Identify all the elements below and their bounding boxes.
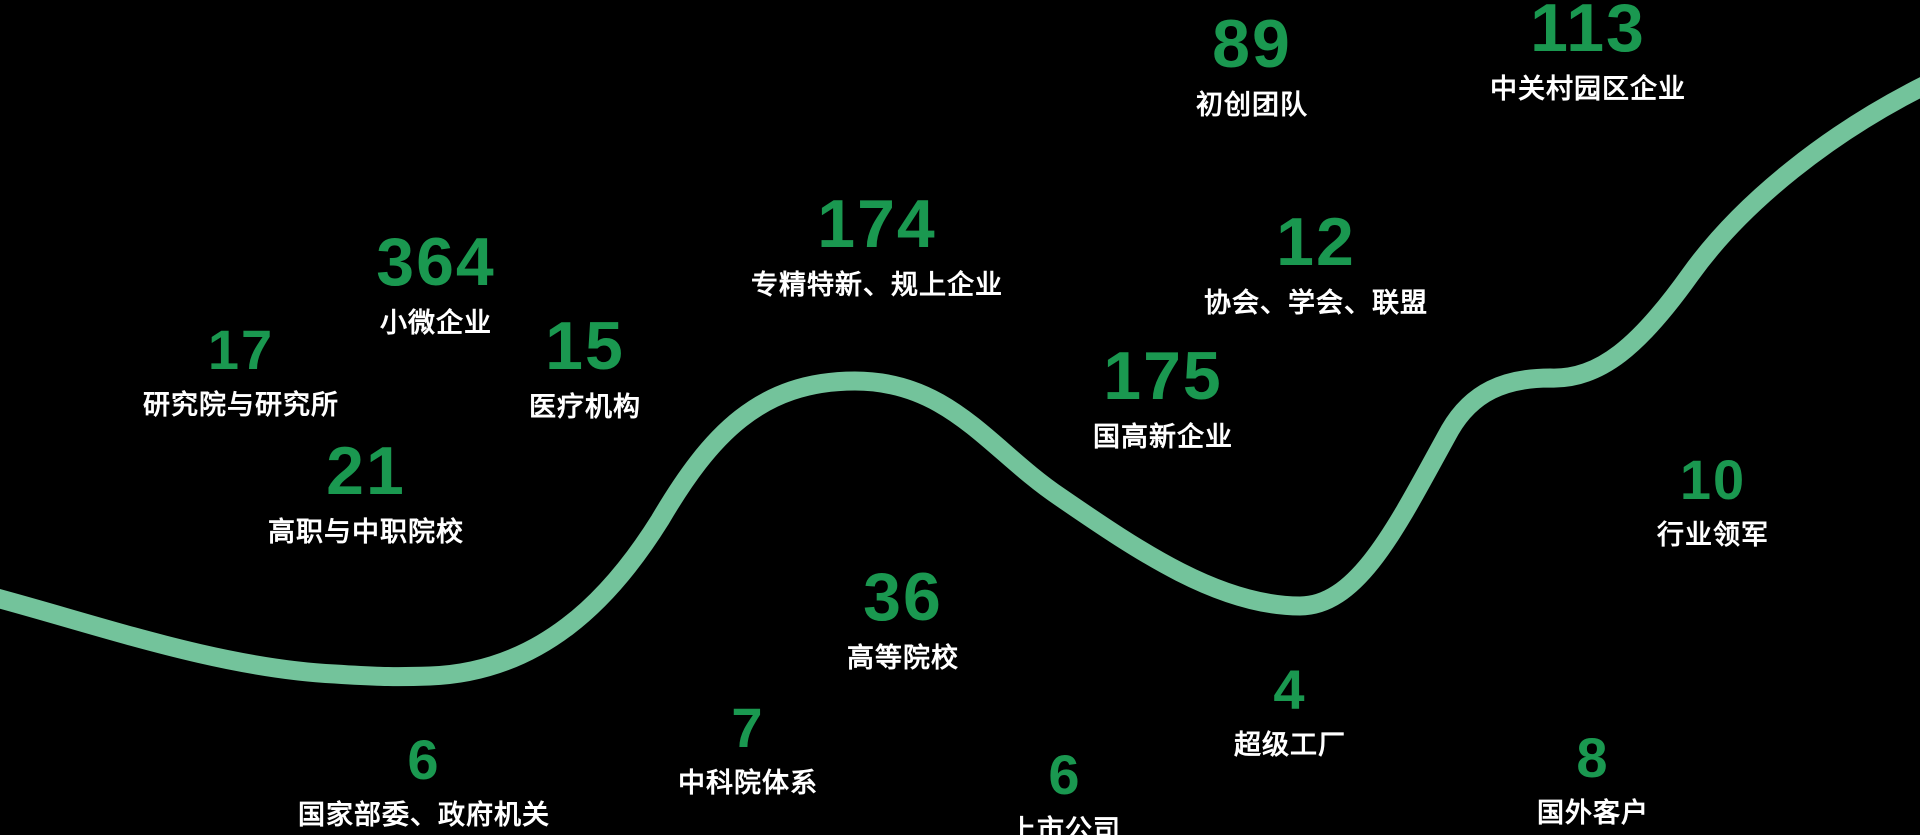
stat-specialized-enterprises: 174 专精特新、规上企业 bbox=[751, 190, 1003, 302]
stat-label: 上市公司 bbox=[1009, 815, 1121, 835]
stat-value: 17 bbox=[207, 318, 275, 381]
stat-label: 超级工厂 bbox=[1234, 730, 1346, 760]
stat-value: 6 bbox=[407, 728, 441, 791]
stat-vocational-colleges: 21 高职与中职院校 bbox=[268, 437, 464, 549]
stat-label: 国高新企业 bbox=[1093, 422, 1233, 452]
stat-value: 175 bbox=[1103, 338, 1223, 414]
stat-research-institutes: 17 研究院与研究所 bbox=[143, 322, 339, 422]
stat-value: 21 bbox=[326, 433, 406, 509]
stat-value: 89 bbox=[1212, 6, 1292, 82]
stat-label: 研究院与研究所 bbox=[143, 390, 339, 420]
wavy-trend-curve-path bbox=[0, 77, 1920, 687]
stat-industry-leaders: 10 行业领军 bbox=[1657, 452, 1769, 552]
stat-listed-companies: 6 上市公司 bbox=[1009, 747, 1121, 835]
stat-value: 36 bbox=[863, 559, 943, 635]
stat-value: 113 bbox=[1530, 0, 1646, 66]
stat-value: 364 bbox=[376, 224, 496, 300]
stat-label: 国家部委、政府机关 bbox=[298, 800, 550, 830]
stat-super-factories: 4 超级工厂 bbox=[1234, 662, 1346, 762]
stat-value: 12 bbox=[1276, 204, 1356, 280]
stat-startup-teams: 89 初创团队 bbox=[1196, 10, 1308, 122]
stat-cas-system: 7 中科院体系 bbox=[678, 700, 818, 800]
stat-ministries-government-agencies: 6 国家部委、政府机关 bbox=[298, 732, 550, 832]
stat-label: 协会、学会、联盟 bbox=[1204, 288, 1428, 318]
stat-label: 初创团队 bbox=[1196, 90, 1308, 120]
stat-label: 高职与中职院校 bbox=[268, 517, 464, 547]
stat-zhongguancun-park-enterprises: 113 中关村园区企业 bbox=[1490, 0, 1686, 106]
stat-label: 行业领军 bbox=[1657, 520, 1769, 550]
stat-value: 15 bbox=[545, 308, 625, 384]
stat-label: 高等院校 bbox=[847, 643, 959, 673]
stat-small-micro-enterprises: 364 小微企业 bbox=[376, 228, 495, 340]
stat-value: 8 bbox=[1576, 726, 1610, 789]
stat-label: 小微企业 bbox=[380, 308, 492, 338]
stat-value: 6 bbox=[1048, 743, 1082, 806]
stat-value: 10 bbox=[1679, 448, 1747, 511]
stat-value: 4 bbox=[1273, 658, 1307, 721]
stat-label: 中关村园区企业 bbox=[1490, 74, 1686, 104]
stat-label: 中科院体系 bbox=[678, 768, 818, 798]
stat-medical-institutions: 15 医疗机构 bbox=[529, 312, 641, 424]
stat-value: 174 bbox=[817, 186, 937, 262]
stat-label: 医疗机构 bbox=[529, 392, 641, 422]
stat-value: 7 bbox=[731, 696, 765, 759]
stat-label: 专精特新、规上企业 bbox=[751, 270, 1003, 300]
stat-label: 国外客户 bbox=[1537, 798, 1649, 828]
stat-overseas-clients: 8 国外客户 bbox=[1537, 730, 1649, 830]
stat-national-hightech-enterprises: 175 国高新企业 bbox=[1093, 342, 1233, 454]
stat-higher-education-institutions: 36 高等院校 bbox=[847, 563, 959, 675]
stat-associations-societies-alliances: 12 协会、学会、联盟 bbox=[1204, 208, 1428, 320]
